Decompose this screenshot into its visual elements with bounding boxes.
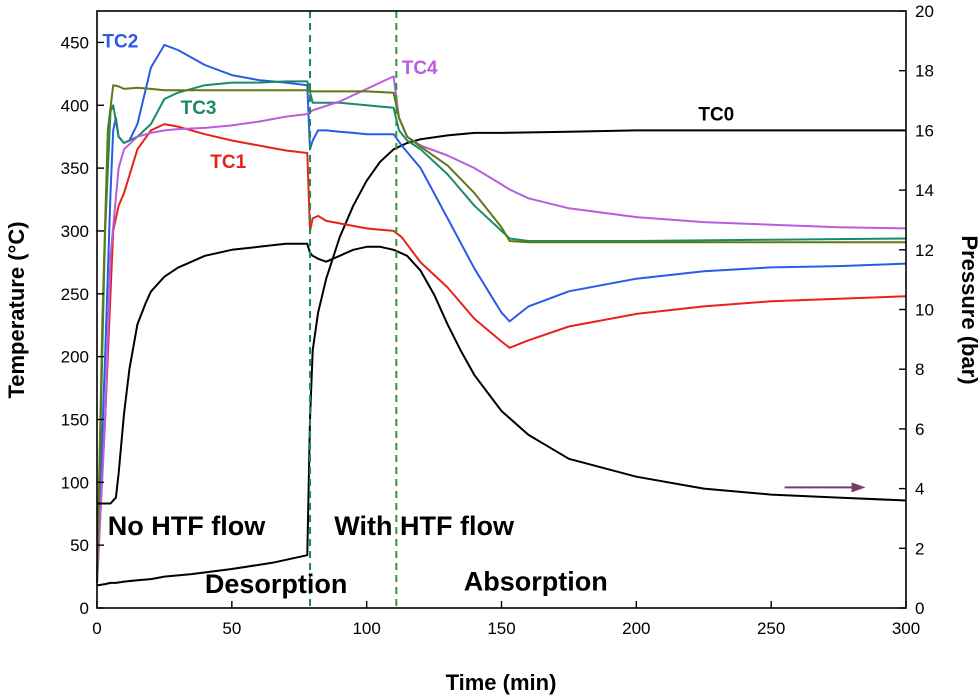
y-right-tick-label: 14 bbox=[915, 181, 934, 200]
x-tick-label: 150 bbox=[487, 619, 515, 638]
axes-layer: 0 50 100 150 200 250 3000501001502002503003504… bbox=[61, 2, 934, 638]
series-line-h2 bbox=[97, 242, 907, 505]
series-label-tc3: TC3 bbox=[181, 98, 217, 119]
series-line-tc5 bbox=[96, 84, 906, 583]
annotation-desorption: Desorption bbox=[205, 569, 348, 599]
series-label-tc0: TC0 bbox=[698, 104, 734, 125]
y-axis-title-left: Temperature (°C) bbox=[4, 221, 29, 398]
y-right-tick-label: 16 bbox=[915, 121, 934, 140]
y-left-tick-label: 350 bbox=[61, 159, 89, 178]
y-right-tick-label: 8 bbox=[915, 360, 924, 379]
y-left-tick-label: 400 bbox=[61, 96, 89, 115]
y-right-tick-label: 10 bbox=[915, 301, 934, 320]
x-tick-label: 100 bbox=[352, 619, 380, 638]
right-axis-arrow-head bbox=[851, 482, 866, 493]
y-right-tick-label: 0 bbox=[915, 599, 924, 618]
y-left-tick-label: 300 bbox=[61, 222, 89, 241]
series-layer bbox=[96, 43, 907, 587]
y-left-tick-label: 250 bbox=[61, 285, 89, 304]
x-tick-label: 250 bbox=[757, 619, 785, 638]
annotation-absorption: Absorption bbox=[464, 566, 608, 596]
y-left-tick-label: 150 bbox=[61, 410, 89, 429]
series-label-tc1: TC1 bbox=[210, 152, 246, 173]
series-label-tc4: TC4 bbox=[402, 58, 438, 79]
series-line-tc0 bbox=[96, 129, 906, 587]
annotation-no-htf-flow: No HTF flow bbox=[108, 511, 266, 541]
y-right-tick-label: 2 bbox=[915, 539, 924, 558]
y-left-tick-label: 200 bbox=[61, 348, 89, 367]
x-tick-label: 300 bbox=[892, 619, 920, 638]
series-line-tc2 bbox=[96, 43, 907, 583]
vline-layer bbox=[309, 11, 398, 608]
series-line-tc4 bbox=[96, 75, 907, 583]
y-left-tick-label: 0 bbox=[80, 599, 89, 618]
x-axis-title: Time (min) bbox=[446, 670, 557, 695]
y-left-tick-label: 450 bbox=[61, 33, 89, 52]
x-tick-label: 200 bbox=[622, 619, 650, 638]
y-left-tick-label: 50 bbox=[70, 536, 89, 555]
y-right-tick-label: 4 bbox=[915, 480, 924, 499]
series-line-tc3 bbox=[96, 80, 907, 583]
y-right-tick-label: 20 bbox=[915, 2, 934, 21]
y-left-tick-label: 100 bbox=[61, 473, 89, 492]
x-tick-label: 0 bbox=[92, 619, 101, 638]
x-tick-label: 50 bbox=[222, 619, 241, 638]
y-right-tick-label: 12 bbox=[915, 241, 934, 260]
series-label-tc2: TC2 bbox=[102, 31, 138, 52]
annotation-with-htf-flow: With HTF flow bbox=[334, 511, 515, 541]
y-axis-title-right: Pressure (bar) bbox=[957, 235, 980, 384]
series-line-tc1 bbox=[96, 123, 907, 583]
y-right-tick-label: 18 bbox=[915, 62, 934, 81]
y-right-tick-label: 6 bbox=[915, 420, 924, 439]
